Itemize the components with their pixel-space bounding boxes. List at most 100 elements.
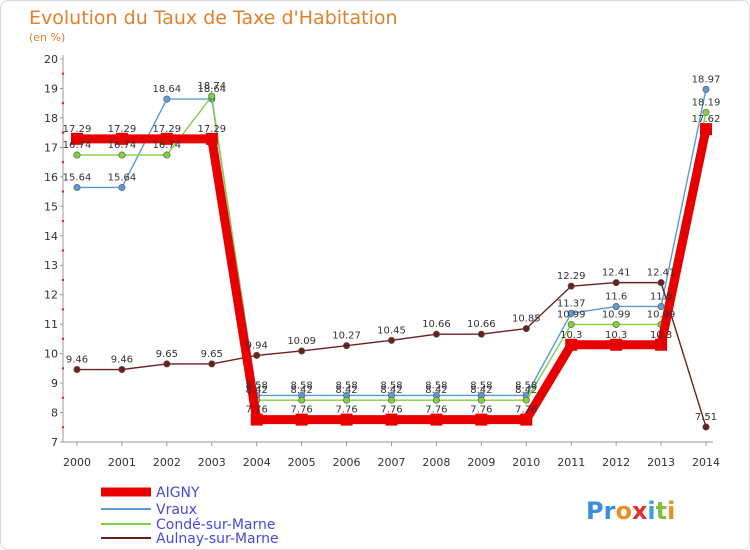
data-point — [702, 85, 710, 93]
x-tick-label: 2013 — [647, 456, 675, 469]
x-tick-label: 2010 — [512, 456, 540, 469]
data-point — [655, 338, 668, 351]
data-point — [477, 330, 485, 338]
data-label: 8.58 — [246, 380, 268, 391]
x-tick-label: 2009 — [467, 456, 495, 469]
data-point — [432, 330, 440, 338]
data-label: 10.99 — [602, 309, 631, 320]
data-label: 18.19 — [692, 97, 721, 108]
data-label: 18.74 — [197, 81, 226, 92]
y-tick-label: 12 — [44, 289, 58, 302]
data-point — [73, 183, 81, 191]
data-point — [612, 302, 620, 310]
data-label: 8.42 — [246, 385, 268, 396]
data-label: 8.58 — [335, 380, 357, 391]
y-minor-tick — [61, 72, 65, 75]
data-point — [522, 396, 530, 404]
data-label: 18.64 — [153, 84, 182, 95]
data-label: 10.99 — [557, 309, 586, 320]
x-tick-label: 2000 — [63, 456, 91, 469]
y-tick-label: 18 — [44, 112, 58, 125]
data-point — [385, 413, 398, 426]
data-point — [702, 108, 710, 116]
data-label: 12.41 — [647, 268, 676, 279]
y-minor-tick — [61, 190, 65, 193]
y-minor-tick — [61, 278, 65, 282]
proxiti-logo: Proxiti — [586, 497, 675, 525]
data-label: 15.64 — [63, 172, 92, 183]
data-label: 8.58 — [470, 380, 492, 391]
data-point — [73, 151, 81, 159]
legend-entry: Condé-sur-Marne — [156, 517, 276, 533]
data-point — [477, 396, 485, 404]
y-tick-label: 7 — [51, 436, 58, 449]
data-label: 7.76 — [380, 405, 402, 416]
data-label: 10.45 — [377, 325, 406, 336]
data-label: 15.64 — [108, 172, 137, 183]
data-label: 8.58 — [291, 380, 313, 391]
data-point — [343, 396, 351, 404]
data-point — [387, 336, 395, 344]
data-label: 18.97 — [692, 74, 721, 85]
data-label: 10.09 — [287, 336, 316, 347]
data-label: 8.42 — [335, 385, 357, 396]
chart-title: Evolution du Taux de Taxe d'Habitation — [29, 7, 398, 29]
data-point — [657, 279, 665, 287]
data-point — [702, 423, 710, 431]
data-point — [118, 366, 126, 374]
data-label: 8.42 — [470, 385, 492, 396]
data-point — [567, 320, 575, 328]
data-label: 10.3 — [605, 330, 627, 341]
data-point — [612, 279, 620, 287]
y-tick-label: 9 — [51, 377, 58, 390]
data-label: 10.85 — [512, 314, 541, 325]
data-label: 16.74 — [108, 140, 137, 151]
data-label: 16.74 — [153, 140, 182, 151]
y-tick-label: 10 — [44, 348, 58, 361]
data-label: 7.76 — [291, 405, 313, 416]
data-point — [475, 413, 488, 426]
chart-subtitle: (en %) — [29, 31, 66, 44]
x-tick-label: 2014 — [692, 456, 720, 469]
y-minor-tick — [61, 101, 65, 105]
x-tick-label: 2012 — [602, 456, 630, 469]
data-point — [71, 132, 83, 145]
data-label: 7.76 — [470, 405, 492, 416]
data-point — [432, 396, 440, 404]
x-tick-label: 2011 — [557, 456, 585, 469]
data-label: 9.65 — [156, 349, 178, 360]
data-label: 8.42 — [380, 385, 402, 396]
data-label: 9.46 — [66, 355, 88, 366]
data-point — [567, 309, 575, 317]
y-minor-tick — [61, 337, 65, 341]
y-tick-label: 11 — [44, 318, 58, 331]
x-tick-label: 2007 — [378, 456, 406, 469]
y-minor-tick — [61, 308, 65, 311]
y-tick-label: 19 — [44, 82, 58, 95]
data-label: 7.51 — [695, 412, 717, 423]
data-label: 7.76 — [515, 405, 537, 416]
data-label: 11.6 — [650, 291, 672, 302]
data-label: 9.65 — [201, 349, 223, 360]
y-tick-label: 16 — [44, 171, 58, 184]
legend-entry: Aulnay-sur-Marne — [156, 531, 279, 547]
data-label: 8.42 — [291, 385, 313, 396]
data-point — [250, 413, 263, 426]
y-minor-tick — [61, 367, 65, 370]
data-label: 10.99 — [647, 309, 676, 320]
y-tick-label: 8 — [51, 407, 58, 420]
y-minor-tick — [61, 426, 65, 429]
data-label: 17.29 — [153, 124, 182, 135]
data-label: 8.58 — [380, 380, 402, 391]
data-point — [163, 151, 171, 159]
data-point — [565, 338, 578, 351]
data-label: 17.29 — [108, 124, 137, 135]
data-label: 17.29 — [63, 124, 92, 135]
data-point — [205, 132, 218, 145]
data-point — [163, 95, 171, 103]
data-label: 7.76 — [425, 405, 447, 416]
data-label: 12.29 — [557, 271, 586, 282]
x-tick-label: 2008 — [422, 456, 450, 469]
data-point — [700, 123, 712, 136]
y-tick-label: 15 — [44, 200, 58, 213]
